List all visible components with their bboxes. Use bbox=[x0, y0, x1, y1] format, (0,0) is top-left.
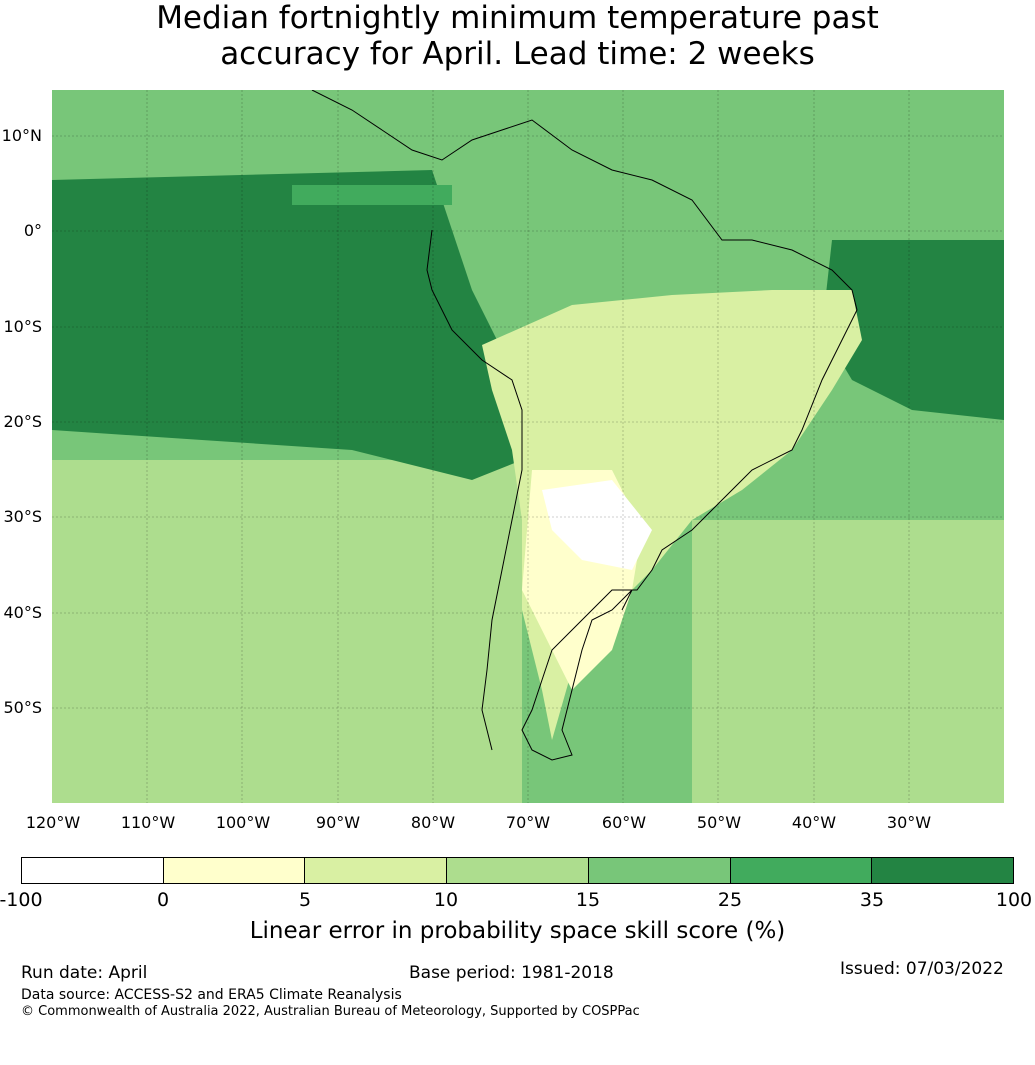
lon-label-50w: 50°W bbox=[696, 813, 742, 832]
lat-label-40s: 40°S bbox=[3, 603, 42, 622]
lat-label-0: 0° bbox=[23, 221, 42, 240]
colorbar-tick--100: -100 bbox=[0, 889, 43, 911]
lon-label-30w: 30°W bbox=[886, 813, 932, 832]
lon-label-40w: 40°W bbox=[791, 813, 837, 832]
lat-label-50s: 50°S bbox=[3, 698, 42, 717]
colorbar-segment-4 bbox=[588, 858, 731, 883]
colorbar-tick-35: 35 bbox=[859, 889, 885, 911]
tropical-pacific-dark-zone bbox=[52, 170, 522, 480]
graticule bbox=[52, 90, 1004, 803]
base-period: Base period: 1981-2018 bbox=[409, 963, 614, 983]
skill-score-map bbox=[52, 90, 1004, 803]
colorbar-tick-10: 10 bbox=[433, 889, 459, 911]
lat-label-20s: 20°S bbox=[3, 412, 42, 431]
caribbean-zone bbox=[52, 90, 1004, 160]
title-line-2: accuracy for April. Lead time: 2 weeks bbox=[220, 36, 815, 72]
lon-label-80w: 80°W bbox=[410, 813, 456, 832]
colorbar-segment-6 bbox=[872, 858, 1014, 883]
lon-label-120w: 120°W bbox=[25, 813, 81, 832]
colorbar-segment-0 bbox=[22, 858, 164, 883]
data-source: Data source: ACCESS-S2 and ERA5 Climate … bbox=[21, 987, 402, 1003]
colorbar-segment-1 bbox=[163, 858, 306, 883]
south-atlantic-zone bbox=[692, 520, 1004, 803]
colorbar-segment-2 bbox=[305, 858, 448, 883]
colorbar-segment-3 bbox=[447, 858, 589, 883]
lon-label-60w: 60°W bbox=[601, 813, 647, 832]
lon-label-110w: 110°W bbox=[120, 813, 176, 832]
south-pacific-zone bbox=[52, 460, 522, 803]
white-patch bbox=[542, 480, 652, 570]
colorbar-tick-25: 25 bbox=[717, 889, 743, 911]
colorbar-tick-100: 100 bbox=[995, 889, 1033, 911]
colorbar-tick-0: 0 bbox=[156, 889, 170, 911]
lon-label-70w: 70°W bbox=[505, 813, 551, 832]
colorbar-segment-5 bbox=[730, 858, 873, 883]
tropical-atlantic-dark-zone bbox=[822, 240, 1004, 420]
south-america-coastline bbox=[311, 90, 858, 761]
title-line-1: Median fortnightly minimum temperature p… bbox=[156, 0, 879, 36]
lat-label-10n: 10°N bbox=[1, 126, 42, 145]
colorbar-label: Linear error in probability space skill … bbox=[249, 918, 786, 944]
colorbar-tick-5: 5 bbox=[298, 889, 312, 911]
lat-label-10s: 10°S bbox=[3, 317, 42, 336]
colorbar bbox=[21, 857, 1014, 884]
pacific-coastline bbox=[426, 229, 523, 751]
lon-label-90w: 90°W bbox=[315, 813, 361, 832]
copyright: © Commonwealth of Australia 2022, Austra… bbox=[21, 1004, 640, 1019]
caribbean-dark-strip bbox=[292, 185, 452, 205]
lon-label-100w: 100°W bbox=[215, 813, 271, 832]
issued-date: Issued: 07/03/2022 bbox=[840, 959, 1004, 979]
lat-label-30s: 30°S bbox=[3, 507, 42, 526]
colorbar-tick-15: 15 bbox=[575, 889, 601, 911]
run-date: Run date: April bbox=[21, 963, 148, 983]
chart-title: Median fortnightly minimum temperature p… bbox=[0, 0, 1035, 72]
